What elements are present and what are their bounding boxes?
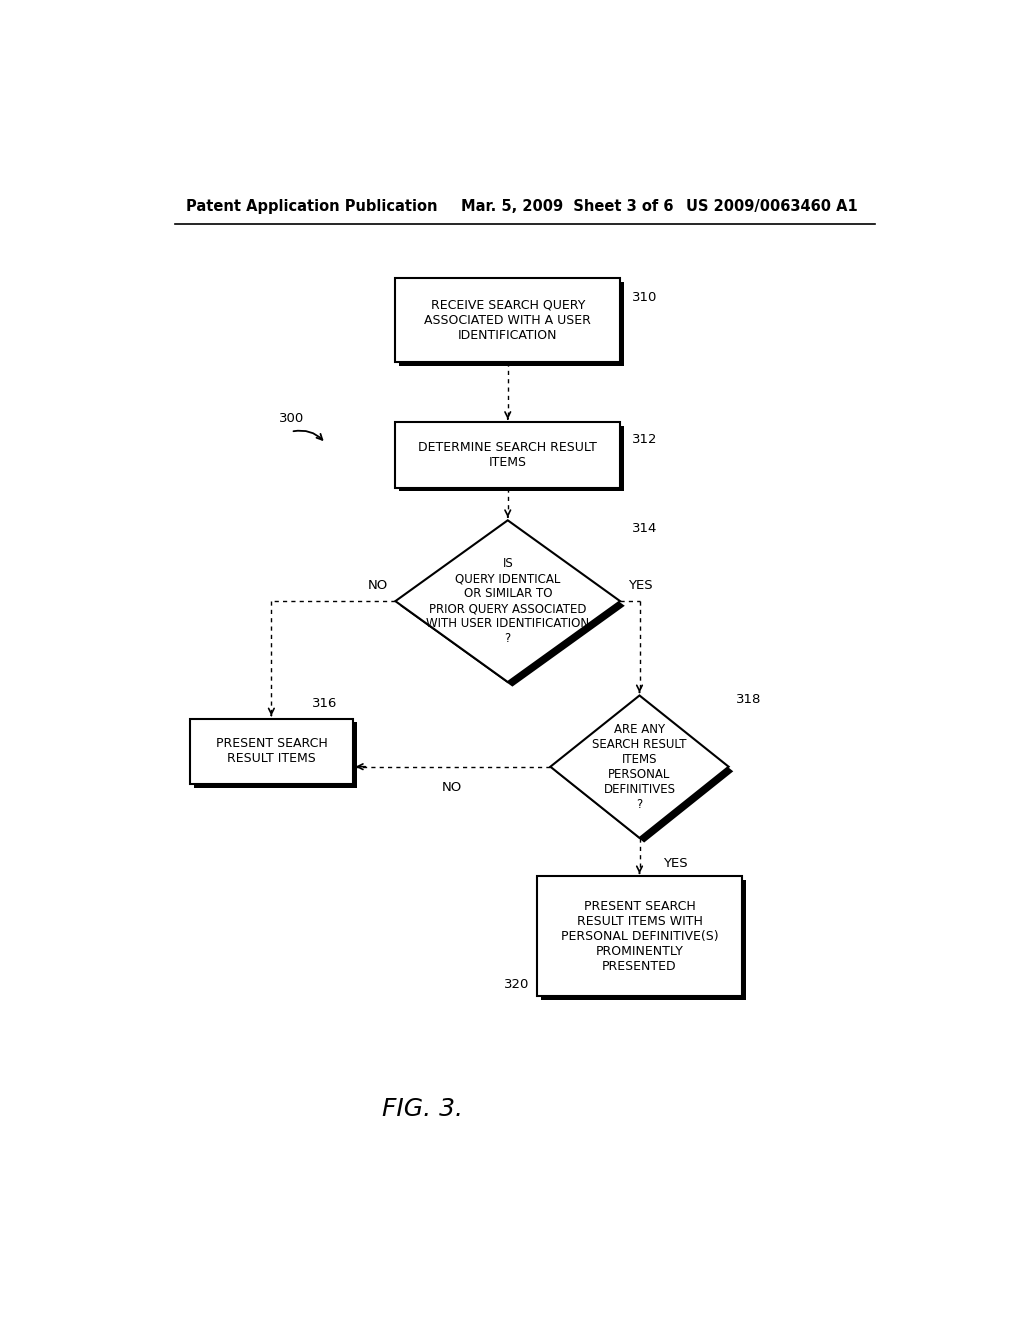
Polygon shape: [555, 700, 733, 842]
Polygon shape: [395, 422, 621, 487]
Text: IS
QUERY IDENTICAL
OR SIMILAR TO
PRIOR QUERY ASSOCIATED
WITH USER IDENTIFICATION: IS QUERY IDENTICAL OR SIMILAR TO PRIOR Q…: [426, 557, 590, 645]
Polygon shape: [395, 520, 621, 682]
Polygon shape: [395, 277, 621, 363]
Text: ARE ANY
SEARCH RESULT
ITEMS
PERSONAL
DEFINITIVES
?: ARE ANY SEARCH RESULT ITEMS PERSONAL DEF…: [592, 723, 687, 810]
Polygon shape: [541, 880, 746, 999]
Text: US 2009/0063460 A1: US 2009/0063460 A1: [686, 198, 858, 214]
Polygon shape: [190, 718, 352, 784]
Text: 310: 310: [632, 290, 657, 304]
Polygon shape: [400, 525, 625, 686]
Text: PRESENT SEARCH
RESULT ITEMS WITH
PERSONAL DEFINITIVE(S)
PROMINENTLY
PRESENTED: PRESENT SEARCH RESULT ITEMS WITH PERSONA…: [561, 900, 718, 973]
Text: Patent Application Publication: Patent Application Publication: [186, 198, 437, 214]
Polygon shape: [194, 722, 356, 788]
Text: NO: NO: [368, 579, 388, 593]
Polygon shape: [399, 281, 624, 367]
Polygon shape: [537, 876, 742, 995]
Text: 316: 316: [312, 697, 337, 710]
Text: 320: 320: [504, 978, 529, 991]
Text: 314: 314: [632, 521, 657, 535]
Text: Mar. 5, 2009  Sheet 3 of 6: Mar. 5, 2009 Sheet 3 of 6: [461, 198, 674, 214]
Polygon shape: [550, 696, 729, 838]
Text: PRESENT SEARCH
RESULT ITEMS: PRESENT SEARCH RESULT ITEMS: [215, 738, 328, 766]
Text: 312: 312: [632, 433, 657, 446]
Text: 300: 300: [280, 412, 304, 425]
Text: 318: 318: [736, 693, 762, 706]
Text: YES: YES: [628, 579, 652, 593]
Text: NO: NO: [441, 780, 462, 793]
Text: RECEIVE SEARCH QUERY
ASSOCIATED WITH A USER
IDENTIFICATION: RECEIVE SEARCH QUERY ASSOCIATED WITH A U…: [424, 298, 591, 342]
Text: YES: YES: [663, 857, 687, 870]
Text: FIG. 3.: FIG. 3.: [382, 1097, 463, 1122]
Polygon shape: [399, 426, 624, 491]
Text: DETERMINE SEARCH RESULT
ITEMS: DETERMINE SEARCH RESULT ITEMS: [419, 441, 597, 469]
